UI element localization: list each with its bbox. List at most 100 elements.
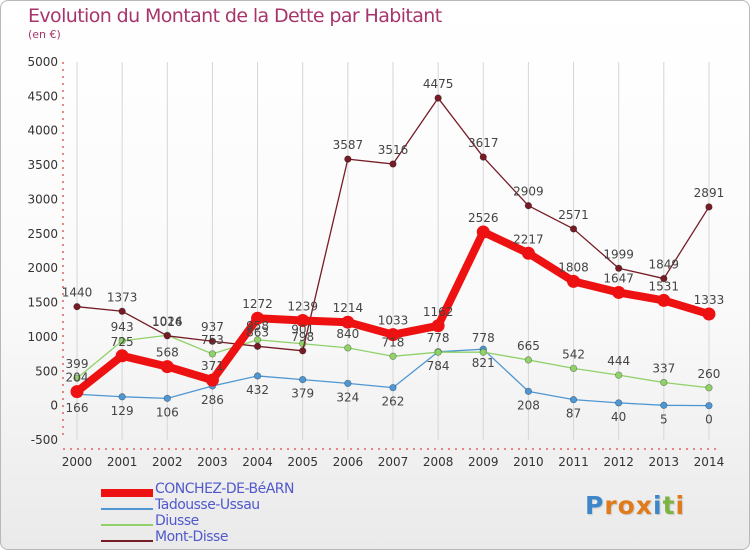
data-point — [160, 360, 174, 374]
data-label: 106 — [156, 405, 179, 419]
data-label: 371 — [201, 359, 224, 373]
logo-letter: i — [653, 491, 663, 520]
data-label: 958 — [246, 319, 269, 333]
x-tick-label: 2000 — [62, 455, 93, 469]
data-point — [163, 332, 171, 340]
data-label: 2217 — [513, 232, 544, 246]
data-point — [434, 348, 442, 356]
data-labels: 204 725 568 371 1272 1239 1214 1033 1162 2526 2217… — [62, 77, 725, 427]
data-point — [612, 285, 626, 299]
data-label: 260 — [698, 367, 721, 381]
data-label: 937 — [201, 320, 224, 334]
y-tick-label: 1500 — [27, 296, 58, 310]
logo-letter: P — [585, 491, 605, 520]
data-point — [70, 385, 84, 399]
data-label: 204 — [66, 371, 89, 385]
data-point — [705, 203, 713, 211]
x-tick-label: 2014 — [694, 455, 725, 469]
data-label: 1808 — [558, 260, 589, 274]
data-label: 840 — [336, 327, 359, 341]
data-label: 1016 — [152, 315, 183, 329]
data-point — [389, 160, 397, 168]
data-label: 399 — [66, 357, 89, 371]
data-label: 129 — [111, 404, 134, 418]
data-label: 1531 — [649, 279, 680, 293]
data-label: 2891 — [694, 186, 725, 200]
data-point — [657, 293, 671, 307]
data-point — [73, 374, 81, 382]
y-tick-label: 5000 — [27, 55, 58, 69]
x-tick-label: 2004 — [242, 455, 273, 469]
data-point — [479, 153, 487, 161]
data-point — [389, 383, 397, 392]
x-tick-label: 2005 — [287, 455, 318, 469]
data-point — [344, 155, 352, 163]
data-label: 1647 — [603, 271, 634, 285]
logo-letter: x — [635, 491, 653, 520]
data-point — [341, 315, 355, 329]
legend-swatch — [101, 489, 153, 497]
data-label: 1373 — [107, 290, 138, 304]
data-label: 943 — [111, 320, 134, 334]
data-point — [344, 344, 352, 352]
y-tick-label: 2000 — [27, 261, 58, 275]
data-label: 863 — [246, 325, 269, 339]
data-label: 324 — [336, 390, 359, 404]
y-tick-label: -500 — [31, 433, 58, 447]
data-label: 87 — [566, 407, 581, 421]
legend-label: Tadousse-Ussau — [155, 497, 260, 513]
data-label: 4475 — [423, 77, 454, 91]
data-point — [524, 387, 533, 395]
data-label: 542 — [562, 347, 585, 361]
data-point — [344, 379, 352, 388]
data-label: 821 — [472, 356, 495, 370]
data-label: 0 — [705, 413, 713, 427]
data-point — [479, 348, 487, 356]
data-point — [524, 202, 533, 210]
data-point — [569, 396, 578, 404]
data-point — [615, 264, 623, 272]
data-label: 444 — [607, 354, 630, 368]
x-tick-label: 2009 — [468, 455, 499, 469]
data-label: 166 — [66, 401, 89, 415]
data-point — [660, 378, 668, 387]
x-tick-label: 2002 — [152, 455, 183, 469]
data-point — [434, 94, 442, 102]
data-label: 286 — [201, 393, 224, 407]
logo-letter: i — [675, 491, 686, 520]
data-point — [476, 225, 490, 239]
data-label: 5 — [660, 412, 668, 426]
data-label: 1849 — [649, 258, 680, 272]
data-label: 665 — [517, 339, 540, 353]
data-point — [705, 384, 713, 392]
data-point — [118, 307, 126, 315]
data-label: 725 — [111, 335, 134, 349]
data-point — [386, 328, 400, 342]
legend-label: Mont-Disse — [155, 529, 228, 545]
data-point — [208, 337, 217, 345]
data-point — [569, 225, 578, 233]
data-label: 2571 — [558, 208, 589, 222]
data-label: 262 — [382, 395, 405, 409]
logo-letter: r — [604, 491, 618, 520]
y-tick-label: 1000 — [27, 330, 58, 344]
data-point — [389, 352, 397, 360]
chart-title: Evolution du Montant de la Dette par Hab… — [28, 5, 442, 27]
legend-label: Diusse — [155, 513, 199, 529]
data-label: 3617 — [468, 136, 499, 150]
logo-letter: t — [662, 491, 676, 520]
y-tick-label: 3000 — [27, 192, 58, 206]
data-label: 778 — [427, 331, 450, 345]
data-label: 1214 — [333, 301, 364, 315]
y-tick-label: 2500 — [27, 227, 58, 241]
data-point — [705, 401, 713, 410]
y-tick-label: 4500 — [27, 89, 58, 103]
data-point — [296, 313, 310, 327]
x-tick-label: 2001 — [107, 455, 138, 469]
data-point — [205, 373, 219, 387]
data-point — [253, 342, 262, 350]
legend-label: CONCHEZ-DE-BéARN — [155, 481, 295, 497]
data-label: 3587 — [333, 138, 364, 152]
data-point — [521, 246, 535, 260]
